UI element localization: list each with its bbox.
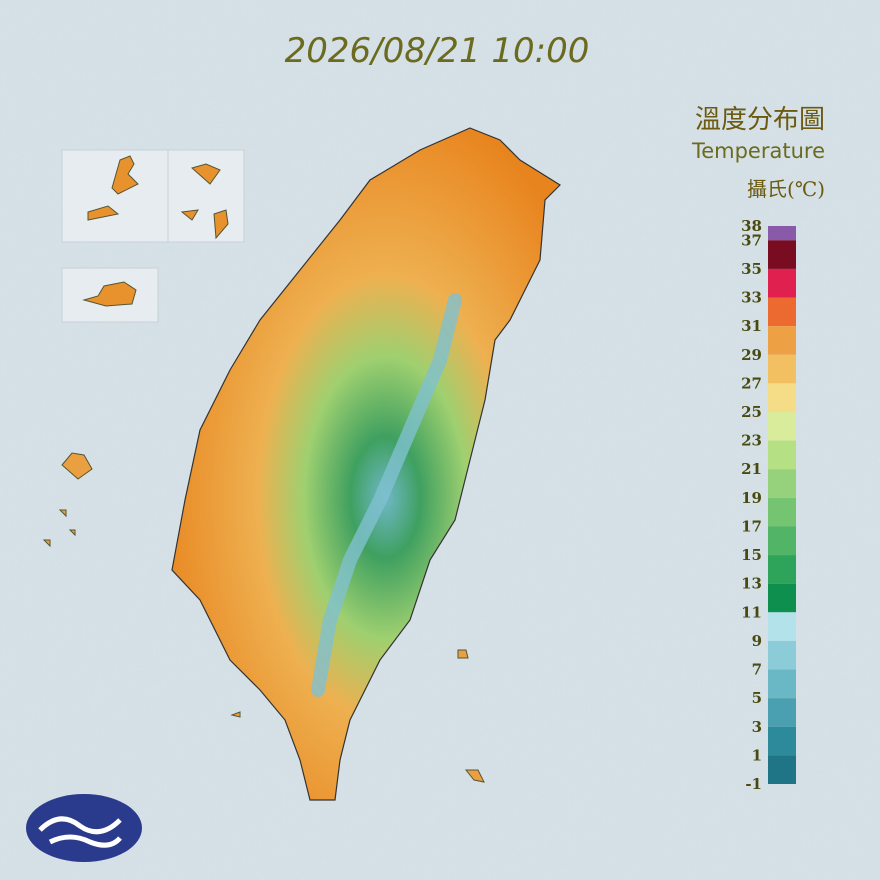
scale-band bbox=[768, 698, 796, 727]
scale-band bbox=[768, 268, 796, 298]
scale-label: 27 bbox=[741, 374, 762, 392]
legend-subtitle: Temperature bbox=[691, 139, 825, 163]
scale-band bbox=[768, 297, 796, 327]
scale-label: 23 bbox=[741, 432, 762, 450]
scale-band bbox=[768, 555, 796, 584]
legend-title: 溫度分布圖 bbox=[695, 105, 825, 135]
scale-label: 21 bbox=[741, 460, 762, 478]
legend-unit: 攝氏(℃) bbox=[747, 177, 825, 201]
mountain-ridge bbox=[311, 293, 462, 697]
scale-label: 31 bbox=[741, 317, 762, 335]
scale-label: 11 bbox=[741, 603, 762, 621]
scale-label: 17 bbox=[741, 517, 762, 535]
scale-label: 33 bbox=[741, 289, 762, 307]
scale-band bbox=[768, 440, 796, 470]
scale-band bbox=[768, 726, 796, 756]
scale-band bbox=[768, 755, 796, 784]
scale-band bbox=[768, 526, 796, 556]
scale-label: 29 bbox=[741, 346, 762, 364]
scale-label: 35 bbox=[741, 260, 762, 278]
scale-band bbox=[768, 383, 796, 412]
scale-band bbox=[768, 326, 796, 355]
scale-band bbox=[768, 469, 796, 498]
logo bbox=[26, 794, 142, 862]
scale-label: 37 bbox=[741, 231, 762, 249]
scale-label: 15 bbox=[741, 546, 762, 564]
scale-band bbox=[768, 497, 796, 527]
scale-label: 5 bbox=[752, 689, 762, 707]
scale-label: 7 bbox=[752, 661, 762, 679]
scale-band bbox=[768, 612, 796, 641]
scale-label: 1 bbox=[752, 746, 762, 764]
scale-label: 13 bbox=[741, 575, 762, 593]
taiwan bbox=[171, 127, 561, 801]
scale-label: -1 bbox=[745, 775, 762, 793]
scale-label: 3 bbox=[752, 718, 762, 736]
scale-band bbox=[768, 412, 796, 441]
map-title: 2026/08/21 10:00 bbox=[285, 31, 590, 71]
scale-band bbox=[768, 226, 796, 241]
scale-label: 19 bbox=[741, 489, 762, 507]
scale-band bbox=[768, 240, 796, 269]
scale-band bbox=[768, 583, 796, 613]
scale-band bbox=[768, 669, 796, 699]
insets bbox=[42, 149, 485, 783]
scale-label: 25 bbox=[741, 403, 762, 421]
scale-band bbox=[768, 354, 796, 384]
scale-label: 38 bbox=[741, 217, 762, 235]
scale-band bbox=[768, 640, 796, 670]
scale-label: 9 bbox=[752, 632, 762, 650]
